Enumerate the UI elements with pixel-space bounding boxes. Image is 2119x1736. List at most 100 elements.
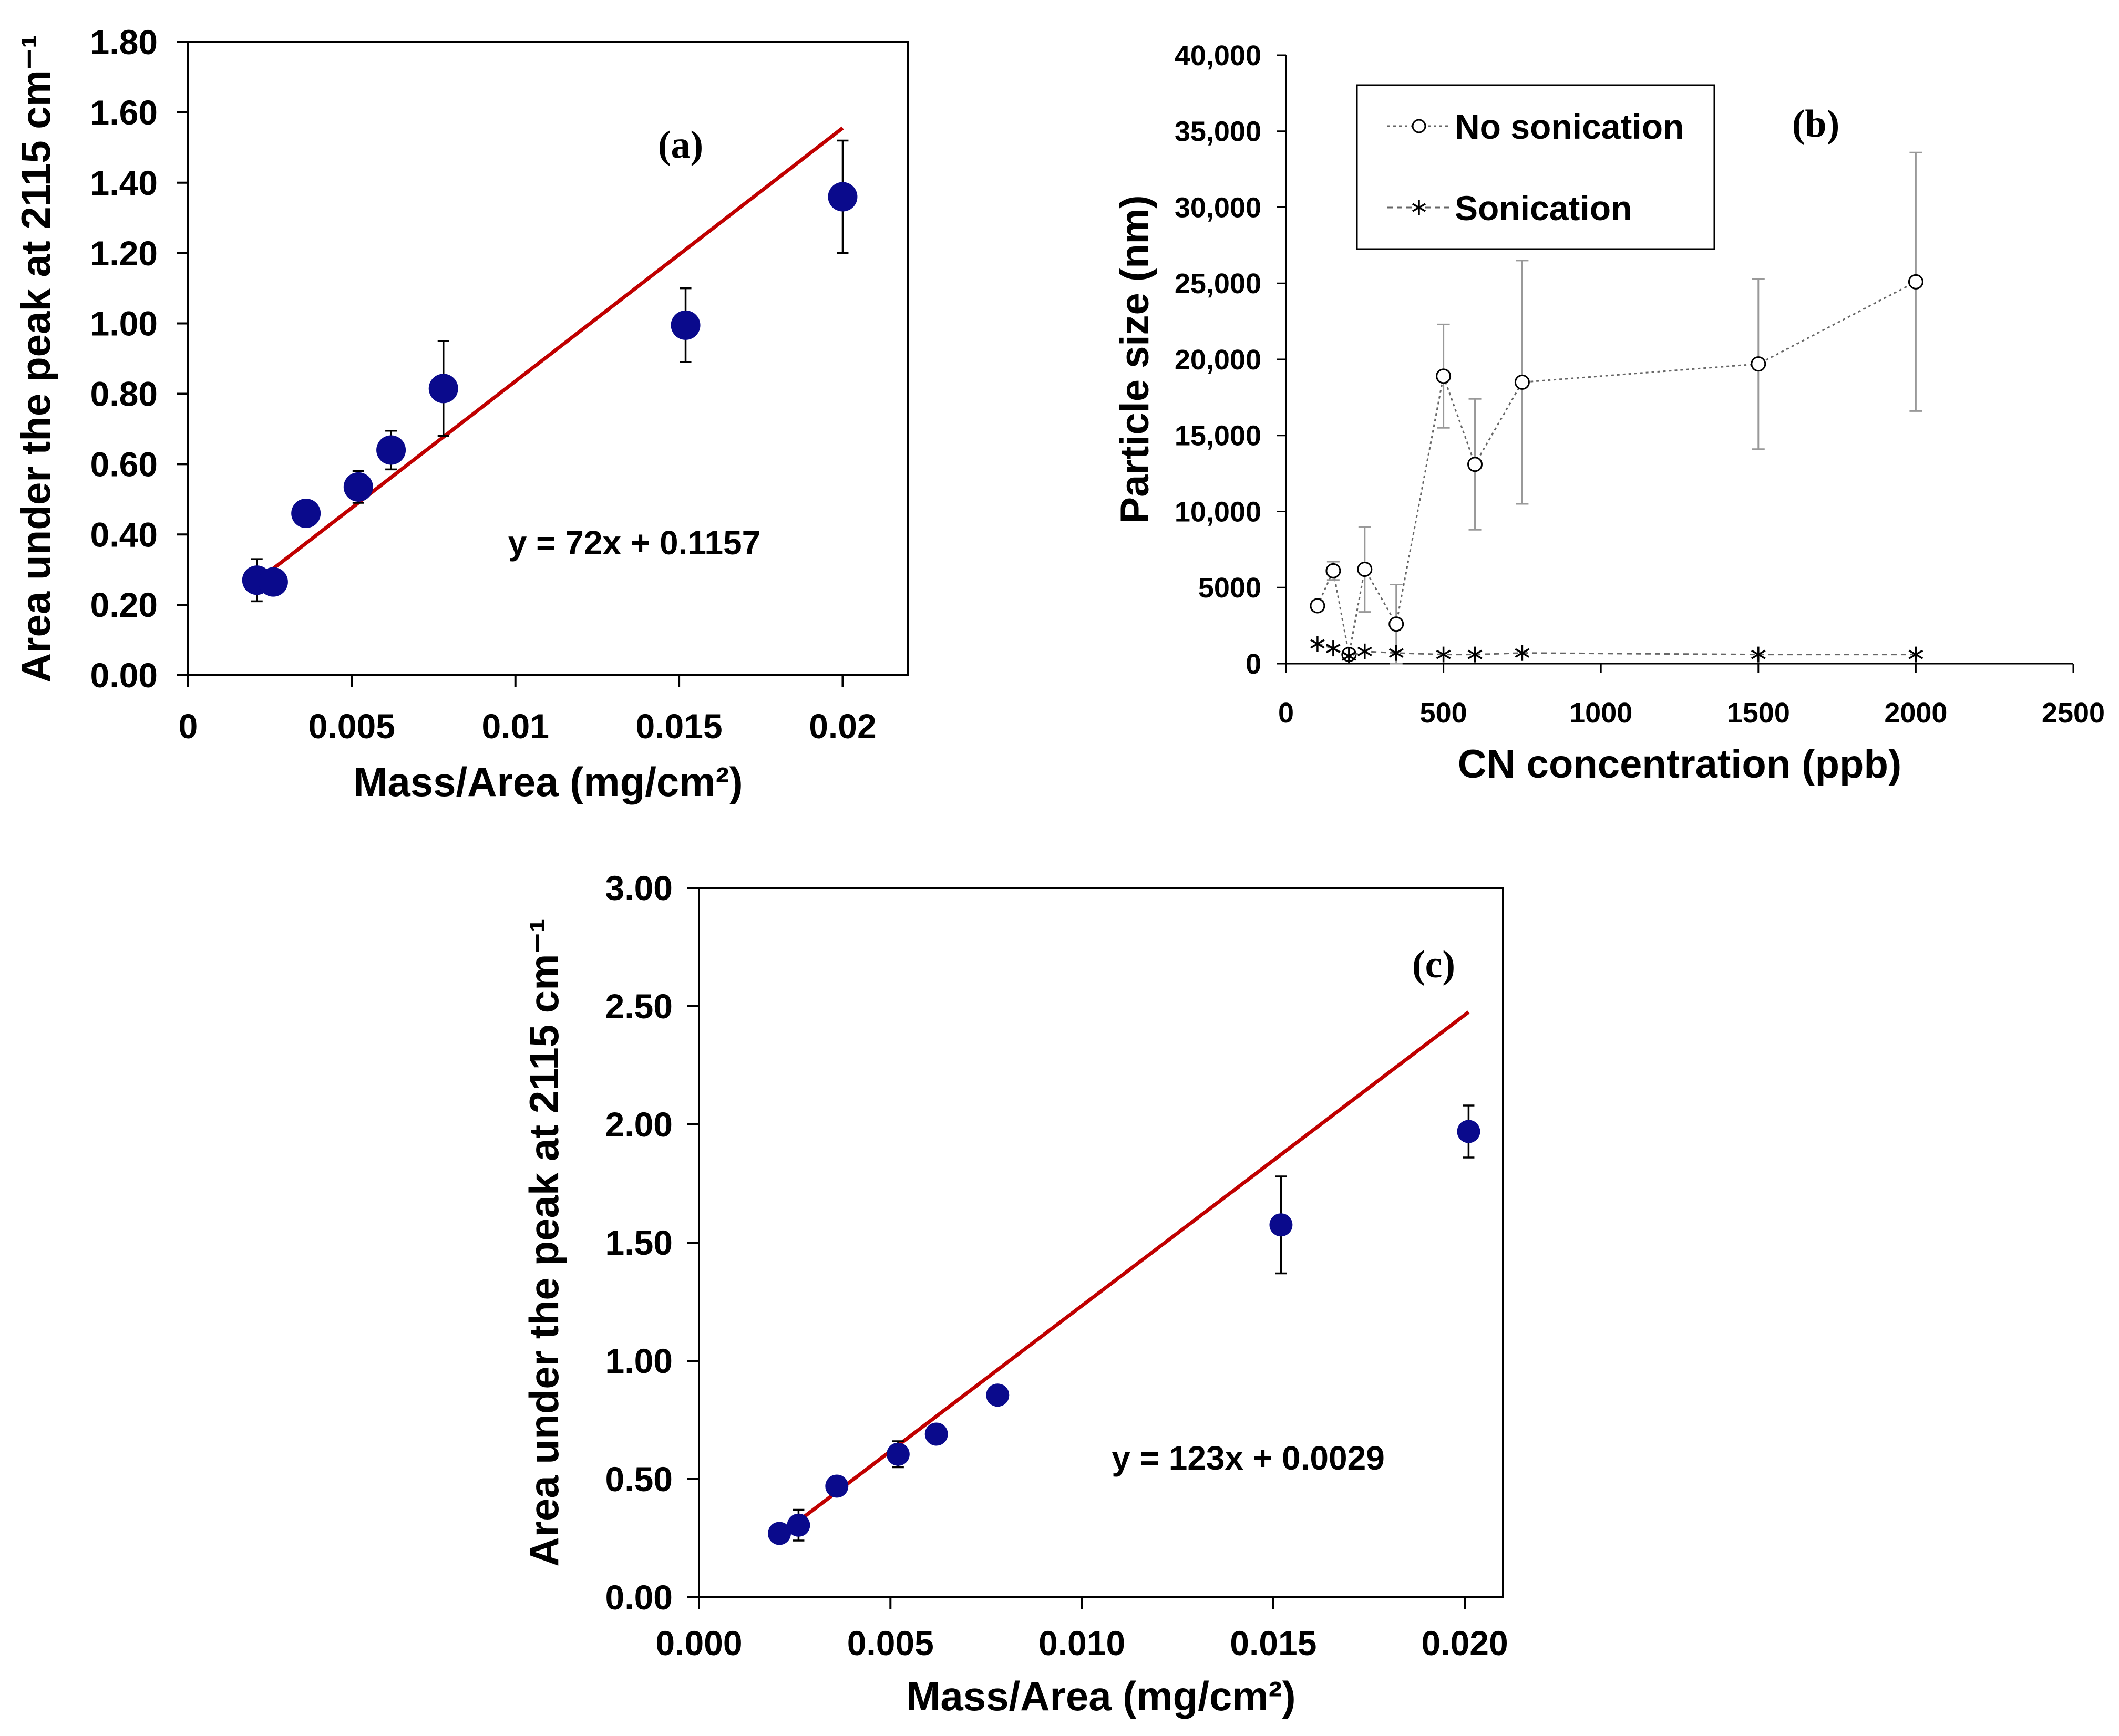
y-tick-label: 0.40 <box>90 515 158 554</box>
data-point <box>825 1474 849 1498</box>
data-point <box>1388 648 1404 658</box>
y-tick-label: 1.60 <box>90 93 158 132</box>
data-point <box>924 1422 948 1446</box>
x-tick-label: 0.000 <box>655 1624 742 1662</box>
data-point <box>1412 203 1426 212</box>
plot-frame <box>187 41 909 676</box>
x-tick-label: 1500 <box>1727 697 1790 729</box>
x-tick-label: 0.02 <box>809 707 876 746</box>
y-tick-label: 1.00 <box>605 1341 673 1380</box>
data-point <box>376 435 406 465</box>
y-tick-label: 2.50 <box>605 987 673 1026</box>
x-tick-label: 0.005 <box>847 1624 934 1662</box>
data-point <box>768 1522 791 1545</box>
y-tick-label: 35,000 <box>1175 116 1261 148</box>
y-tick-label: 5000 <box>1198 572 1261 604</box>
data-point <box>1467 649 1483 659</box>
data-point <box>1388 616 1404 632</box>
series-line <box>1317 643 1916 657</box>
data-point <box>1269 1213 1293 1237</box>
y-axis-title: Area under the peak at 2115 cm⁻¹ <box>13 35 59 683</box>
y-tick-label: 10,000 <box>1175 496 1261 528</box>
data-point <box>1515 648 1530 658</box>
data-point <box>343 472 373 502</box>
y-tick-label: 0.50 <box>605 1460 673 1499</box>
panel-label: (c) <box>1412 943 1455 986</box>
legend-marker <box>1412 119 1426 133</box>
data-point <box>1436 649 1451 659</box>
y-tick-label: 40,000 <box>1175 40 1261 71</box>
data-point <box>787 1513 810 1537</box>
y-tick-label: 2.00 <box>605 1105 673 1144</box>
x-tick-label: 0.005 <box>308 707 395 746</box>
data-point <box>1457 1120 1480 1143</box>
y-tick-label: 20,000 <box>1175 344 1261 376</box>
fit-equation: y = 123x + 0.0029 <box>1112 1439 1385 1477</box>
plot-frame <box>698 887 1504 1598</box>
x-tick-label: 500 <box>1420 697 1467 729</box>
data-point <box>886 1442 910 1466</box>
x-tick-label: 1000 <box>1569 697 1632 729</box>
data-point <box>1436 368 1452 384</box>
x-tick-label: 2000 <box>1884 697 1947 729</box>
x-tick-label: 0.015 <box>636 707 723 746</box>
y-tick-label: 0.00 <box>605 1578 673 1617</box>
y-tick-label: 0.00 <box>90 656 158 695</box>
x-tick-label: 0 <box>1278 697 1294 729</box>
y-tick-label: 0.20 <box>90 585 158 624</box>
y-tick-label: 1.50 <box>605 1223 673 1262</box>
x-tick-label: 0 <box>179 707 198 746</box>
data-point <box>986 1383 1010 1407</box>
y-tick-label: 1.20 <box>90 234 158 273</box>
y-axis-title: Area under the peak at 2115 cm⁻¹ <box>521 918 567 1566</box>
data-point <box>1310 639 1325 649</box>
x-tick-label: 0.015 <box>1230 1624 1316 1662</box>
y-tick-label: 0.60 <box>90 445 158 483</box>
y-tick-label: 1.00 <box>90 304 158 343</box>
y-tick-label: 25,000 <box>1175 268 1261 299</box>
chart-a: 0 0.005 0.01 0.015 0.02 0.00 0.20 0.40 0.60 0.80 1… <box>13 23 909 805</box>
data-point <box>1357 646 1372 656</box>
y-tick-label: 30,000 <box>1175 192 1261 223</box>
x-tick-label: 0.01 <box>481 707 549 746</box>
y-tick-label: 3.00 <box>605 869 673 907</box>
x-tick-label: 0.010 <box>1038 1624 1125 1662</box>
x-tick-label: 0.020 <box>1422 1624 1508 1662</box>
fit-equation: y = 72x + 0.1157 <box>508 524 760 562</box>
data-point <box>1310 598 1325 614</box>
data-point <box>1908 649 1923 659</box>
panel-label: (a) <box>658 123 703 167</box>
x-tick-label: 2500 <box>2042 697 2105 729</box>
data-point <box>1908 274 1923 290</box>
data-point <box>1751 356 1766 372</box>
y-tick-label: 1.80 <box>90 23 158 61</box>
legend-label: Sonication <box>1455 189 1632 228</box>
y-axis-title: Particle size (nm) <box>1113 195 1157 523</box>
legend-label: No sonication <box>1455 107 1684 146</box>
chart-c: 0.000 0.005 0.010 0.015 0.020 0.00 0.50 1.00 1.5… <box>521 869 1508 1719</box>
y-tick-label: 0.80 <box>90 375 158 414</box>
data-point <box>1326 644 1341 654</box>
data-point <box>828 182 858 212</box>
x-axis-title: Mass/Area (mg/cm²) <box>353 759 743 805</box>
data-point <box>671 310 701 340</box>
data-point <box>291 499 321 529</box>
chart-b: 0 500 1000 1500 2000 2500 0 5000 10,000 15,000 20,… <box>1113 40 2105 787</box>
y-tick-label: 15,000 <box>1175 420 1261 452</box>
series-line <box>1316 281 1917 655</box>
data-point <box>1751 649 1766 659</box>
legend: No sonication Sonication <box>1356 84 1715 250</box>
data-point <box>1467 457 1483 472</box>
data-point <box>428 374 458 404</box>
fit-line <box>255 126 844 583</box>
y-tick-label: 1.40 <box>90 163 158 202</box>
x-axis-title: Mass/Area (mg/cm²) <box>906 1673 1295 1719</box>
data-point <box>258 567 288 597</box>
y-tick-label: 0 <box>1246 648 1261 680</box>
data-point <box>1341 651 1356 661</box>
data-point <box>1357 562 1373 577</box>
x-axis-title: CN concentration (ppb) <box>1458 742 1901 787</box>
panel-label: (b) <box>1792 102 1839 146</box>
data-point <box>1325 563 1341 578</box>
